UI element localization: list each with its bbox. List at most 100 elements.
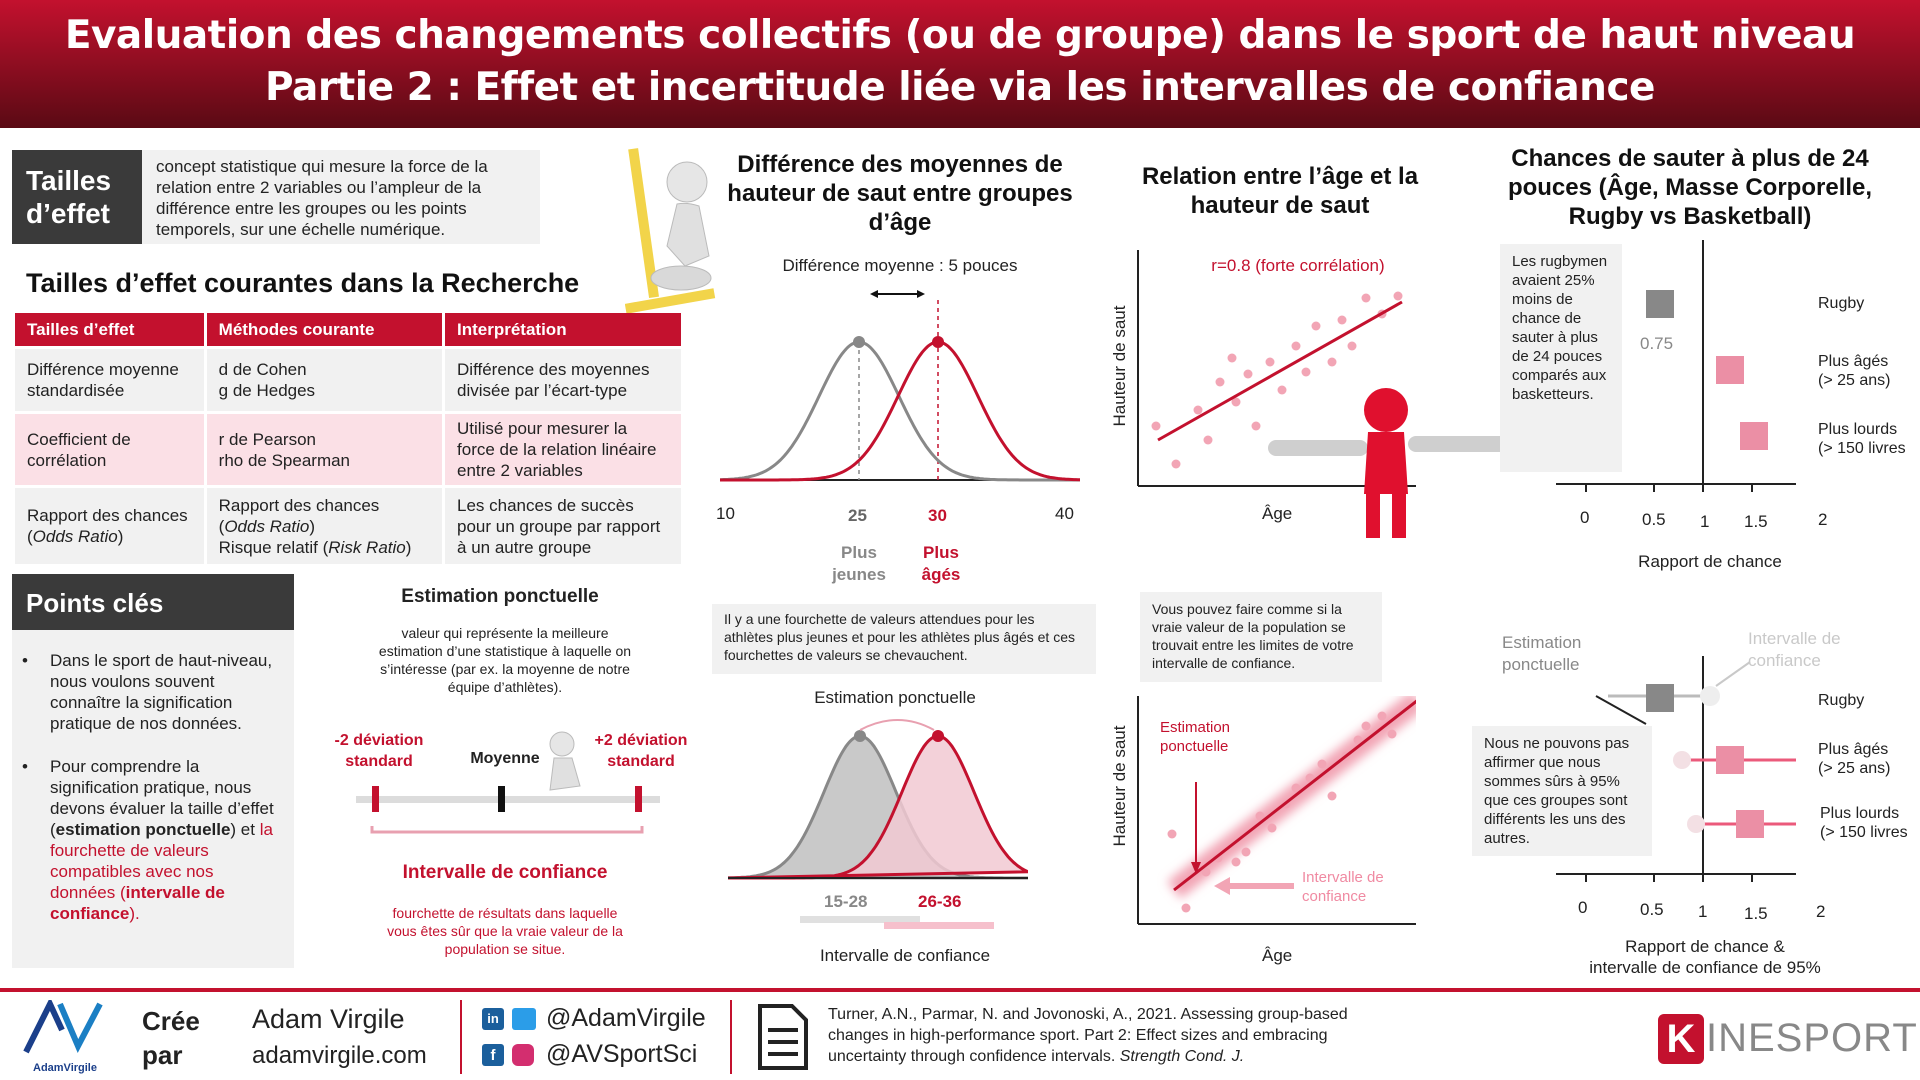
- overlap-chart: [728, 719, 1028, 880]
- tick-label: 0: [1580, 508, 1590, 527]
- scatter-point: [1393, 291, 1403, 301]
- odds-x-label-2: Rapport de chance & intervalle de confian…: [1560, 936, 1850, 978]
- row-label: Plus lourds (> 150 livres: [1818, 420, 1906, 458]
- measuring-figure-illustration: [625, 148, 716, 314]
- tick-label: 10: [716, 504, 735, 523]
- point-estimate-description: valeur qui représente la meilleure estim…: [378, 625, 632, 695]
- cell-text-italic: Odds Ratio: [32, 527, 118, 546]
- social-handle-1[interactable]: @AdamVirgile: [546, 1004, 706, 1032]
- kp-text: Pour comprendre la signification pratiqu…: [50, 757, 274, 839]
- older-marker: [1716, 356, 1744, 384]
- old-label: Plus âgés: [921, 543, 961, 584]
- mean-diff-title: Différence des moyennes de hauteur de sa…: [727, 151, 1073, 236]
- cell-text-italic: Risk Ratio: [328, 537, 406, 557]
- header: Evaluation des changements collectifs (o…: [0, 0, 1920, 128]
- table-cell: Différence moyenne standardisée: [15, 349, 204, 411]
- x-axis-label: Âge: [1262, 946, 1293, 965]
- row-label-line: Plus âgés: [1818, 741, 1889, 758]
- ci-label: Intervalle de confiance: [819, 946, 991, 965]
- scatter-point: [1267, 823, 1277, 833]
- created-by-line: Crée: [142, 1006, 200, 1036]
- tick-label: 1.5: [1744, 904, 1768, 923]
- odds-note: Les rugbymen avaient 25% moins de chance…: [1500, 244, 1622, 472]
- young-label: Plus jeunes: [832, 543, 886, 584]
- mean-diff-chart: [720, 290, 1080, 482]
- scatter-point: [1167, 829, 1177, 839]
- heavier-marker: [1740, 422, 1768, 450]
- estimate-scale-diagram: [356, 731, 660, 834]
- method-line: Rapport des chances: [218, 495, 380, 515]
- table-cell: Différence des moyennes divisée par l’éc…: [445, 349, 681, 411]
- scatter-point: [1255, 811, 1265, 821]
- table-row: Coefficient de corrélation r de Pearson r…: [15, 414, 681, 485]
- row-label: Plus âgés (> 25 ans): [1818, 740, 1890, 778]
- young-distribution-curve: [720, 340, 1080, 482]
- tick-label: 2: [1816, 902, 1826, 921]
- cell-text: ): [117, 527, 124, 546]
- kp-red: ).: [129, 904, 140, 923]
- facebook-icon[interactable]: f: [482, 1044, 504, 1066]
- scatter-point: [1201, 867, 1211, 877]
- tick-label: 2: [1818, 510, 1828, 529]
- chain-figure-illustration: [1268, 388, 1508, 538]
- tick-label: 1: [1698, 902, 1708, 921]
- tick-label: 30: [928, 506, 947, 525]
- reference-text: Turner, A.N., Parmar, N. and Jovonoski, …: [828, 1006, 1348, 1065]
- odds-note-2: Nous ne pouvons pas affirmer que nous so…: [1472, 726, 1652, 856]
- y-axis-label: Hauteur de saut: [1110, 305, 1129, 427]
- instagram-icon[interactable]: [512, 1044, 534, 1066]
- pe-annotation: Estimation ponctuelle: [1160, 719, 1231, 755]
- linkedin-icon[interactable]: in: [482, 1008, 504, 1030]
- table-row: Différence moyenne standardisée d de Coh…: [15, 349, 681, 411]
- correlation-ci-chart: [1137, 696, 1416, 925]
- scatter-point: [1327, 791, 1337, 801]
- correlation-title: Relation entre l’âge et la hauteur de sa…: [1141, 163, 1419, 219]
- subtitle: Partie 2 : Effet et incertitude liée via…: [264, 65, 1656, 110]
- table-header-row: Tailles d’effet Méthodes courante Interp…: [15, 313, 681, 346]
- twitter-icon[interactable]: [512, 1008, 536, 1030]
- kinesport-brand: INESPORT: [1706, 1016, 1918, 1060]
- row-label-line: (> 25 ans): [1818, 372, 1891, 389]
- row-label: Plus âgés (> 25 ans): [1818, 352, 1890, 390]
- tick-label: 1.5: [1744, 512, 1768, 531]
- row-label-line: (> 150 livres: [1820, 824, 1908, 841]
- row-label-line: (> 150 livres: [1818, 440, 1906, 457]
- table-cell: Coefficient de corrélation: [15, 414, 204, 485]
- table-cell: r de Pearson rho de Spearman: [206, 414, 443, 485]
- method-line: Risque relatif (Risk Ratio): [219, 537, 430, 558]
- plus-2sd-label: +2 déviation standard: [594, 732, 688, 770]
- table-cell: Utilisé pour mesurer la force de la rela…: [445, 414, 681, 485]
- scatter-point: [1387, 729, 1397, 739]
- table-cell: Rapport des chances (Odds Ratio): [15, 488, 204, 564]
- point-estimate-label: Estimation ponctuelle: [814, 688, 976, 707]
- odds-title: Chances de sauter à plus de 24 pouces (Â…: [1507, 145, 1873, 230]
- row-label-line: Plus âgés: [1818, 353, 1889, 370]
- table-cell: d de Cohen g de Hedges: [206, 349, 443, 411]
- table-cell: Rapport des chances (Odds Ratio) Risque …: [206, 488, 443, 564]
- mean-label: Moyenne: [470, 750, 540, 767]
- odds-ci-chart: [1556, 656, 1796, 882]
- scatter-point: [1291, 341, 1301, 351]
- key-points-box: Dans le sport de haut-niveau, nous voulo…: [12, 630, 294, 968]
- method-line: (Odds Ratio): [219, 516, 430, 537]
- scatter-point: [1337, 315, 1347, 325]
- ci-title: Intervalle de confiance: [402, 862, 608, 883]
- ci-annotation: Intervalle de confiance: [1302, 869, 1384, 905]
- cell-text: (: [218, 516, 225, 536]
- social-handle-2[interactable]: @AVSportSci: [546, 1040, 698, 1068]
- minus-2sd-label: -2 déviation standard: [334, 732, 424, 770]
- table-cell: Les chances de succès pour un groupe par…: [445, 488, 681, 564]
- y-axis-label-wrap: Hauteur de saut: [1110, 716, 1129, 856]
- scatter-point: [1231, 397, 1241, 407]
- reference: Turner, A.N., Parmar, N. and Jovonoski, …: [828, 1004, 1388, 1067]
- table-row: Rapport des chances (Odds Ratio) Rapport…: [15, 488, 681, 564]
- scatter-point: [1251, 421, 1261, 431]
- scatter-point: [1353, 735, 1363, 745]
- scatter-point: [1243, 369, 1253, 379]
- point-estimate-title: Estimation ponctuelle: [401, 586, 599, 607]
- kp-bold: estimation ponctuelle: [55, 820, 231, 839]
- footer-divider: [0, 988, 1920, 992]
- scatter-point: [1377, 711, 1387, 721]
- method-line: g de Hedges: [218, 381, 316, 400]
- author-website[interactable]: adamvirgile.com: [252, 1042, 427, 1069]
